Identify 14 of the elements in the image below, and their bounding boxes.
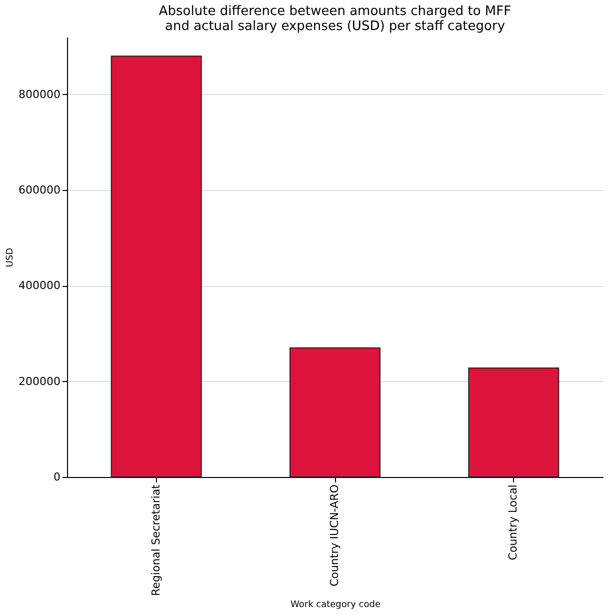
bar — [290, 347, 380, 478]
y-tick-label: 0 — [54, 470, 60, 484]
y-tick-label: 200000 — [18, 374, 60, 388]
x-tick-label: Regional Secretariat — [149, 484, 162, 596]
chart-title: Absolute difference between amounts charged to MFF and actual salary expenses (USD) per staff category — [158, 4, 512, 34]
x-tick-label: Country IUCN-ARO — [328, 484, 341, 586]
x-tick-label: Country Local — [506, 484, 520, 560]
y-tick-label: 400000 — [18, 279, 60, 292]
y-tick-label: 800000 — [18, 88, 60, 101]
y-axis-title: USD — [6, 248, 16, 268]
x-axis-title: Work category code — [290, 600, 381, 610]
bar — [110, 56, 202, 478]
y-tick-label: 600000 — [18, 184, 60, 197]
bar — [468, 367, 560, 478]
